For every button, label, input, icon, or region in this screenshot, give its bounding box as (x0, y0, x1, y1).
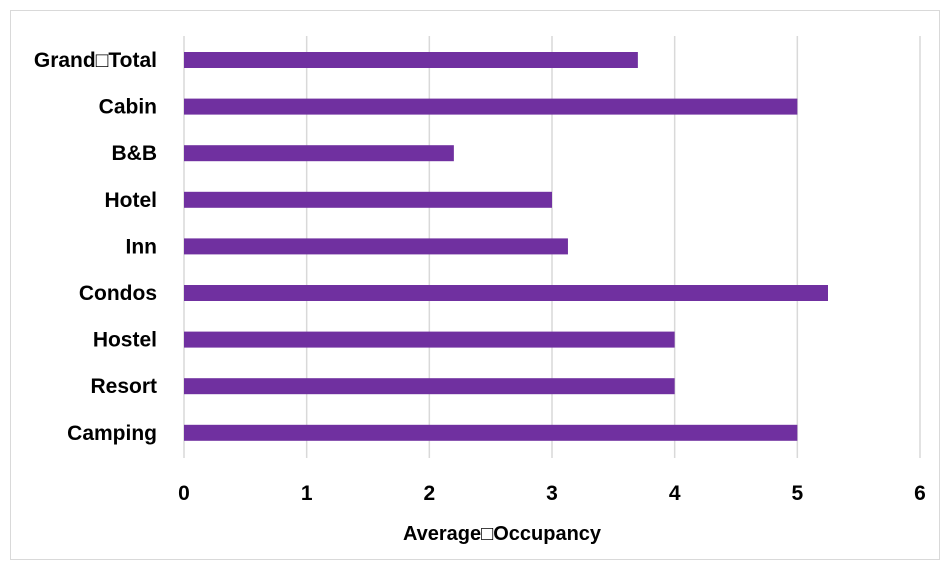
x-tick-label: 6 (914, 482, 926, 505)
x-tick-label: 1 (301, 482, 313, 505)
category-label: Hotel (105, 189, 158, 212)
category-label: Hostel (93, 329, 157, 352)
category-label: Grand□Total (34, 49, 157, 72)
category-label: B&B (112, 142, 158, 165)
bar-6 (184, 331, 675, 348)
category-label: Camping (67, 422, 157, 445)
x-tick-label: 0 (178, 482, 190, 505)
x-tick-label: 5 (791, 482, 803, 505)
bar-2 (184, 145, 454, 162)
bar-7 (184, 378, 675, 395)
bar-3 (184, 191, 552, 208)
category-label: Condos (79, 282, 157, 305)
x-tick-label: 3 (546, 482, 558, 505)
bar-0 (184, 52, 638, 68)
bar-8 (184, 424, 798, 441)
x-tick-labels: 0 1 2 3 4 5 6 (178, 482, 926, 505)
bar-1 (184, 98, 798, 115)
bar-4 (184, 238, 568, 255)
category-label: Resort (90, 375, 157, 398)
category-label: Cabin (99, 96, 157, 119)
x-axis-title: Average□Occupancy (403, 523, 602, 545)
bars (184, 52, 828, 441)
bar-5 (184, 285, 828, 301)
category-label: Inn (126, 235, 158, 258)
category-labels: Grand□Total Cabin B&B Hotel Inn Condos Hostel R… (34, 49, 157, 445)
x-tick-label: 4 (669, 482, 681, 505)
x-tick-label: 2 (423, 482, 435, 505)
